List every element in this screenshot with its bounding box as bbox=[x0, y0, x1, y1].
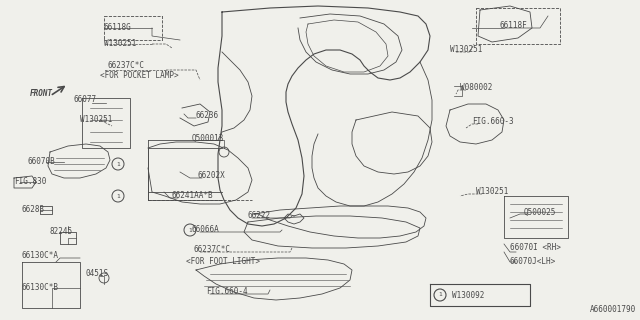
Text: <FOR POCKET LAMP>: <FOR POCKET LAMP> bbox=[100, 71, 179, 81]
Text: W130251: W130251 bbox=[450, 45, 483, 54]
Text: FIG.660-3: FIG.660-3 bbox=[472, 117, 514, 126]
Text: W130092: W130092 bbox=[452, 291, 484, 300]
Text: Q500025: Q500025 bbox=[524, 207, 556, 217]
Text: 66118G: 66118G bbox=[104, 23, 132, 33]
Text: A660001790: A660001790 bbox=[589, 305, 636, 314]
Text: 66241AA*B: 66241AA*B bbox=[172, 191, 214, 201]
Text: 1: 1 bbox=[188, 228, 192, 233]
Text: 66130C*B: 66130C*B bbox=[22, 283, 59, 292]
Text: 1: 1 bbox=[116, 162, 120, 166]
Text: 1: 1 bbox=[116, 194, 120, 198]
Text: 66070B: 66070B bbox=[28, 157, 56, 166]
Text: FIG.830: FIG.830 bbox=[14, 178, 46, 187]
Text: W130251: W130251 bbox=[104, 39, 136, 49]
Text: 66202X: 66202X bbox=[198, 171, 226, 180]
Text: W130251: W130251 bbox=[476, 188, 508, 196]
Text: 66070J<LH>: 66070J<LH> bbox=[510, 258, 556, 267]
Text: 66237C*C: 66237C*C bbox=[108, 61, 145, 70]
Text: 66283: 66283 bbox=[22, 205, 45, 214]
Text: 1: 1 bbox=[438, 292, 442, 298]
Text: 0451S: 0451S bbox=[85, 269, 108, 278]
Text: Q500013: Q500013 bbox=[192, 133, 225, 142]
Text: 66237C*C: 66237C*C bbox=[194, 244, 231, 253]
Text: FIG.660-4: FIG.660-4 bbox=[206, 287, 248, 297]
Text: 82245: 82245 bbox=[50, 228, 73, 236]
Text: 66118F: 66118F bbox=[500, 21, 528, 30]
Text: 66236: 66236 bbox=[196, 110, 219, 119]
Text: 66066A: 66066A bbox=[192, 226, 220, 235]
Text: 66222: 66222 bbox=[248, 212, 271, 220]
Text: W080002: W080002 bbox=[460, 84, 492, 92]
Text: 66077: 66077 bbox=[74, 95, 97, 105]
Text: FRONT: FRONT bbox=[30, 90, 53, 99]
Text: <FOR FOOT LIGHT>: <FOR FOOT LIGHT> bbox=[186, 257, 260, 266]
Text: 66130C*A: 66130C*A bbox=[22, 251, 59, 260]
Text: 66070I <RH>: 66070I <RH> bbox=[510, 244, 561, 252]
Text: W130251: W130251 bbox=[80, 116, 113, 124]
